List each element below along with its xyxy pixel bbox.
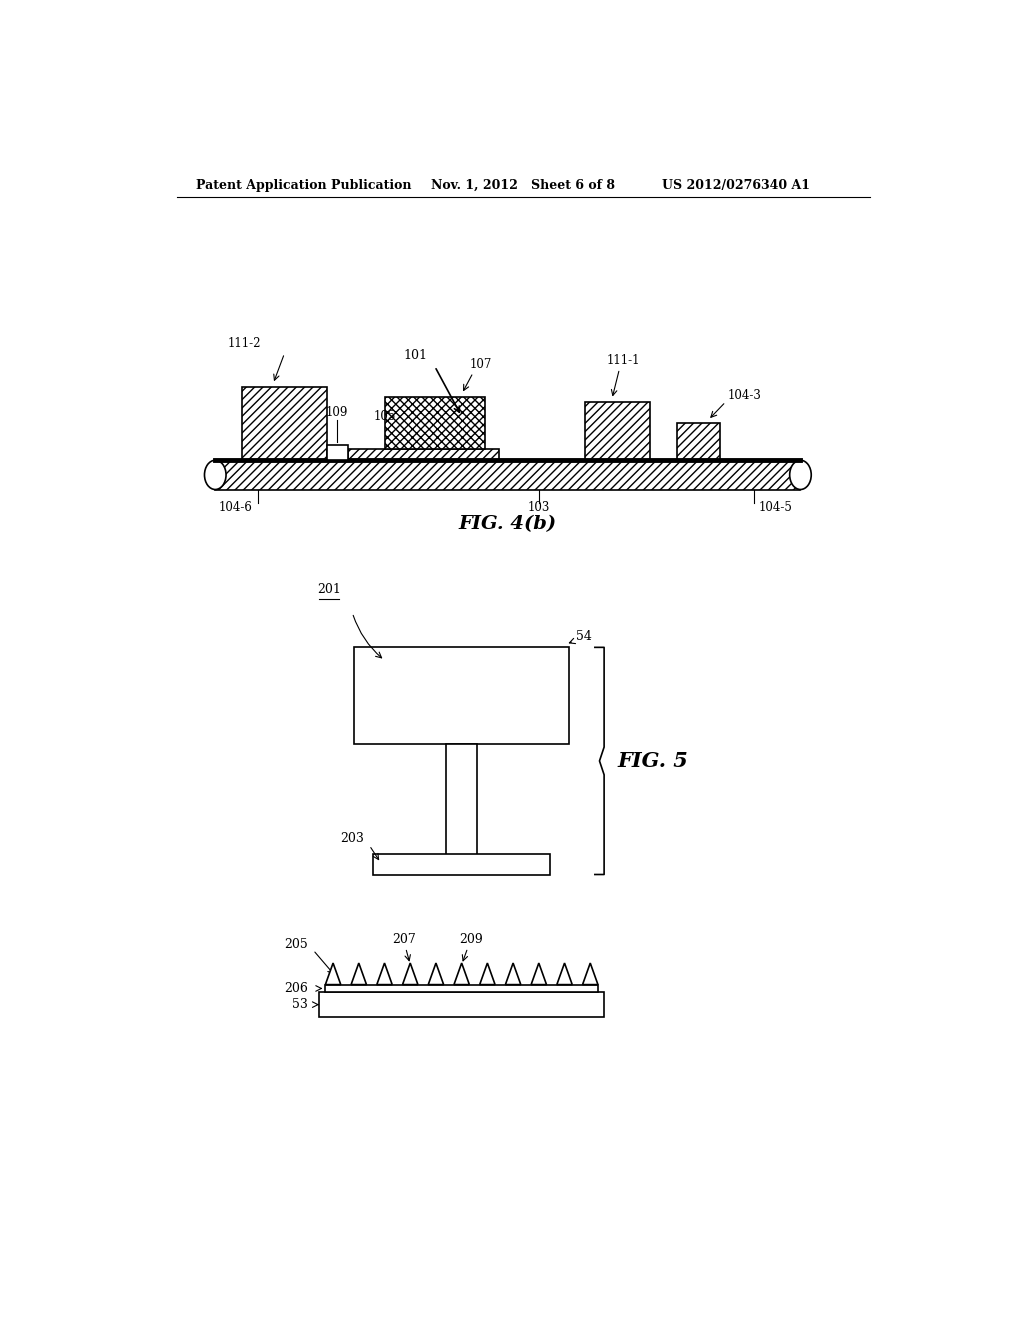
Polygon shape	[583, 964, 598, 985]
Bar	[585, 403, 650, 461]
Polygon shape	[531, 964, 547, 985]
Polygon shape	[479, 964, 495, 985]
Polygon shape	[454, 964, 469, 985]
Text: 209: 209	[459, 933, 482, 946]
Text: 54: 54	[575, 630, 592, 643]
Polygon shape	[351, 964, 367, 985]
Polygon shape	[506, 964, 521, 985]
Text: FIG. 5: FIG. 5	[617, 751, 689, 771]
Text: Patent Application Publication: Patent Application Publication	[196, 178, 412, 191]
Text: 104-6: 104-6	[219, 502, 253, 513]
Bar	[446, 743, 477, 855]
Bar	[215, 461, 801, 490]
Text: 101: 101	[403, 348, 427, 362]
Polygon shape	[428, 964, 443, 985]
Text: 103: 103	[527, 502, 550, 513]
Bar	[327, 445, 348, 461]
Text: 205: 205	[284, 937, 307, 950]
Bar	[354, 647, 569, 743]
Text: 201: 201	[317, 583, 341, 597]
Bar	[677, 424, 720, 461]
Ellipse shape	[790, 461, 811, 490]
Bar	[326, 985, 598, 993]
Text: 207: 207	[392, 933, 416, 946]
Text: FIG. 4(b): FIG. 4(b)	[459, 515, 557, 533]
Text: 104-5: 104-5	[759, 502, 793, 513]
Polygon shape	[557, 964, 572, 985]
Text: 107: 107	[470, 358, 493, 371]
Text: 206: 206	[284, 982, 307, 995]
Text: 203: 203	[340, 832, 364, 845]
Bar	[319, 993, 604, 1016]
Ellipse shape	[205, 461, 226, 490]
Text: US 2012/0276340 A1: US 2012/0276340 A1	[662, 178, 810, 191]
Bar	[243, 387, 327, 461]
Bar	[385, 397, 484, 449]
Polygon shape	[326, 964, 341, 985]
Polygon shape	[377, 964, 392, 985]
Text: Nov. 1, 2012   Sheet 6 of 8: Nov. 1, 2012 Sheet 6 of 8	[431, 178, 614, 191]
Text: 111-2: 111-2	[228, 337, 261, 350]
Bar	[373, 854, 550, 875]
Text: 105: 105	[374, 411, 396, 424]
Text: 53: 53	[292, 998, 307, 1011]
Text: 111-1: 111-1	[606, 354, 640, 367]
Text: 109: 109	[326, 405, 348, 418]
Polygon shape	[402, 964, 418, 985]
Bar	[348, 449, 499, 461]
Text: 104-3: 104-3	[727, 388, 761, 401]
